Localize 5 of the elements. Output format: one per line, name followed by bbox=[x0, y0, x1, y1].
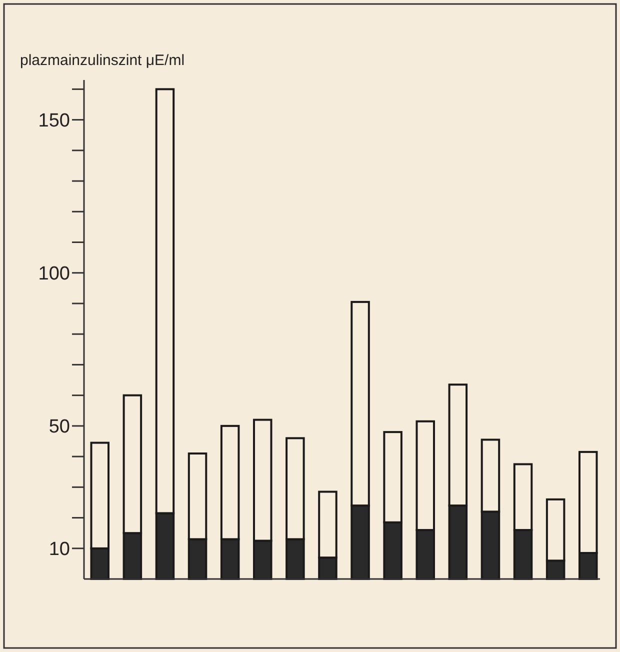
y-tick-label: 50 bbox=[48, 416, 70, 438]
y-tick-label: 10 bbox=[48, 539, 70, 560]
y-tick-label: 150 bbox=[38, 110, 70, 132]
y-axis-title: plazmainzulinszint μE/ml bbox=[20, 52, 185, 69]
y-tick-label: 100 bbox=[38, 264, 70, 285]
